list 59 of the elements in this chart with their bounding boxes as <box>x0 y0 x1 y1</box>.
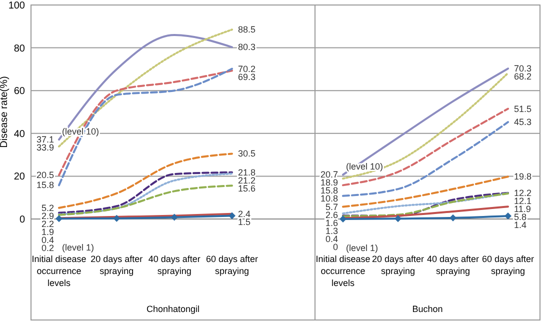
data-label: 18.9 <box>320 178 338 188</box>
data-label: 12.2 <box>514 188 532 198</box>
x-tick-label: 60 days after spraying <box>206 254 258 276</box>
data-label: 10.8 <box>320 194 338 204</box>
data-label: 30.5 <box>238 148 256 159</box>
y-tick-label: 60 <box>14 86 26 98</box>
x-axis-title: Chonhatongil <box>146 304 200 314</box>
data-label: 1.9 <box>41 226 54 237</box>
data-label: 0.2 <box>41 242 54 253</box>
data-label: 33.9 <box>36 142 54 153</box>
annotation: (level 1) <box>346 243 378 253</box>
line-series <box>58 152 233 209</box>
y-tick-label: 0 <box>19 214 26 226</box>
data-label: 0 <box>332 242 338 252</box>
y-tick-label: 100 <box>8 0 26 12</box>
data-label: 68.2 <box>514 72 532 82</box>
data-label: 80.3 <box>238 42 256 52</box>
data-label: 1.6 <box>325 218 338 228</box>
y-tick-label: 80 <box>14 43 26 54</box>
data-label: 21.2 <box>238 175 256 186</box>
data-label: 0.4 <box>41 234 54 245</box>
data-label: 12.1 <box>514 196 532 206</box>
y-tick-label: 40 <box>14 128 26 140</box>
x-tick-label: 40 days after spraying <box>426 254 480 276</box>
data-label: 21.8 <box>238 167 256 178</box>
data-label: 2.9 <box>41 210 54 221</box>
data-label: 1.5 <box>238 216 251 227</box>
data-label: 15.6 <box>238 183 256 194</box>
x-tick-label: Initial disease occurrence levels <box>32 254 86 288</box>
data-label: 0.4 <box>325 234 338 244</box>
y-tick-label: 20 <box>14 172 26 183</box>
x-tick-label: 20 days after spraying <box>90 254 143 276</box>
data-label: 70.3 <box>514 64 532 74</box>
data-label: 15.8 <box>36 180 54 190</box>
x-tick-label: 40 days after spraying <box>148 254 200 276</box>
data-label: 11.9 <box>514 204 531 214</box>
data-label: 88.5 <box>238 24 256 35</box>
data-label: 5.2 <box>41 202 54 213</box>
data-label: 2.6 <box>325 210 338 220</box>
data-label: 1.3 <box>325 226 338 236</box>
data-label: 19.8 <box>514 172 532 182</box>
data-label: 20.7 <box>320 170 338 180</box>
x-tick-label: 60 days after spraying <box>482 254 534 276</box>
x-axis-title: Buchon <box>412 304 443 314</box>
data-label: 5.7 <box>325 202 338 212</box>
data-label: 1.4 <box>514 220 527 230</box>
y-axis-title: Disease rate(%) <box>0 76 10 148</box>
data-label: 15.8 <box>320 186 338 196</box>
x-tick-label: Initial disease occurrence levels <box>316 254 370 288</box>
data-label: 2.2 <box>41 218 54 229</box>
data-label: 37.1 <box>36 134 54 145</box>
data-label: 2.4 <box>238 208 251 219</box>
data-label: 69.3 <box>238 72 256 82</box>
annotation: (level 1) <box>62 242 94 253</box>
data-label: 51.5 <box>514 104 532 114</box>
data-label: 20.5 <box>36 170 54 180</box>
data-label: 45.3 <box>514 117 532 128</box>
x-tick-label: 20 days after spraying <box>372 254 424 276</box>
data-label: 70.2 <box>238 64 256 74</box>
